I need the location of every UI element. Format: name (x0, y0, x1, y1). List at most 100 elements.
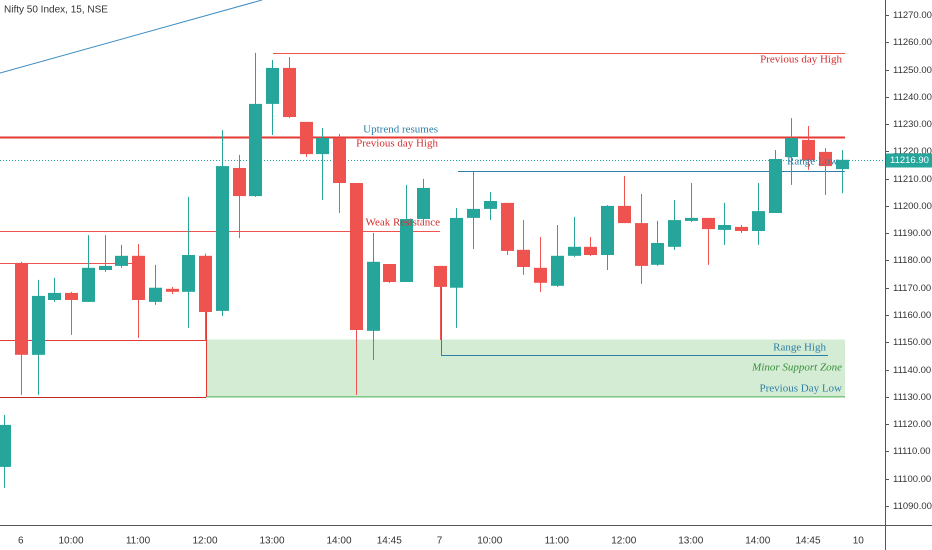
annotation: Range High (773, 342, 826, 354)
candle-body (383, 264, 396, 282)
candle-body (65, 292, 78, 300)
candle-body (0, 424, 11, 467)
annotation: Weak Resistance (365, 217, 440, 229)
candle-body (584, 246, 597, 255)
y-tick-label: 11170.00 (893, 283, 931, 294)
x-tick-label: 12:00 (611, 536, 636, 547)
x-tick-label: 14:00 (745, 536, 770, 547)
y-tick-label: 11220.00 (893, 146, 932, 157)
x-tick-label: 6 (18, 536, 24, 547)
candle-body (132, 255, 145, 300)
y-tick-label: 11200.00 (893, 201, 932, 212)
candle-body (316, 138, 329, 155)
candle-body (99, 265, 112, 270)
candle-body (685, 217, 698, 221)
candles (0, 52, 849, 488)
chart-title: Nifty 50 Index, 15, NSE (4, 5, 108, 16)
candle-body (517, 249, 530, 267)
y-tick-label: 11250.00 (893, 65, 932, 76)
x-tick-label: 7 (437, 536, 443, 547)
annotation: Previous day High (760, 54, 842, 66)
y-tick-label: 11230.00 (893, 119, 932, 130)
y-tick-label: 11260.00 (893, 37, 932, 48)
y-tick-label: 11120.00 (893, 419, 931, 430)
candle-body (82, 267, 95, 302)
y-tick-label: 11140.00 (893, 365, 931, 376)
candle-body (484, 201, 497, 209)
candle-body (718, 225, 731, 230)
candle-body (568, 246, 581, 256)
y-tick-label: 11160.00 (893, 310, 931, 321)
candle-body (702, 217, 715, 230)
y-tick-label: 11190.00 (893, 228, 931, 239)
price-axis-panel (885, 0, 932, 550)
candle-body (400, 219, 413, 282)
x-tick-label: 12:00 (192, 536, 217, 547)
x-tick-label: 11:00 (126, 536, 151, 547)
candle-body (785, 138, 798, 158)
support-zone (206, 339, 845, 397)
candle-body (651, 243, 664, 265)
drawings (0, 53, 885, 398)
candle-body (752, 211, 765, 231)
labels: Previous day High Uptrend resumes Previous… (356, 54, 843, 395)
x-tick-label: 13:00 (259, 536, 284, 547)
annotation: Previous day High (356, 138, 438, 150)
candle-body (249, 103, 262, 197)
candle-body (333, 138, 346, 183)
candle-body (635, 223, 648, 266)
y-tick-label: 11270.00 (893, 10, 932, 21)
candle-body (48, 292, 61, 300)
y-tick-label: 11090.00 (893, 501, 932, 512)
candle-body (601, 205, 614, 255)
y-tick-label: 11110.00 (893, 446, 931, 457)
candle-body (300, 121, 313, 155)
x-tick-label: 14:00 (326, 536, 351, 547)
candle-body (618, 205, 631, 224)
annotation: Uptrend resumes (363, 124, 438, 136)
y-tick-label: 11210.00 (893, 174, 932, 185)
candle-body (551, 255, 564, 286)
axes: 6 10:00 11:00 12:00 13:00 14:00 14:45 7 10:00 11:… (18, 10, 932, 547)
annotation: Previous Day Low (760, 383, 843, 395)
candle-body (115, 255, 128, 266)
candle-body (467, 208, 480, 218)
x-tick-label: 13:00 (678, 536, 703, 547)
x-tick-label: 11:00 (545, 536, 570, 547)
x-tick-label: 14:45 (795, 536, 820, 547)
candle-body (182, 255, 195, 292)
y-tick-label: 11130.00 (893, 392, 931, 403)
x-tick-label: 14:45 (377, 536, 402, 547)
candle-body (15, 262, 28, 355)
candle-body (199, 255, 212, 312)
candle-body (266, 67, 279, 104)
candle-body (233, 168, 246, 197)
candle-body (534, 267, 547, 283)
candle-body (769, 159, 782, 213)
last-price-box (886, 153, 932, 168)
candle-body (668, 220, 681, 247)
annotation: Minor Support Zone (751, 362, 842, 374)
candle-body (819, 151, 832, 167)
annotation: Range Low (787, 156, 838, 168)
y-tick-label: 11240.00 (893, 92, 932, 103)
candle-body (149, 287, 162, 302)
candle-body (501, 202, 514, 251)
last-price-label: 11216.90 (890, 155, 929, 166)
candle-body (283, 67, 296, 117)
candle-body (417, 187, 430, 219)
x-tick-label: 10:00 (58, 536, 83, 547)
x-tick-label: 10:00 (477, 536, 502, 547)
candle-body (450, 217, 463, 288)
trend-line (0, 0, 263, 74)
x-tick-label: 10 (853, 536, 865, 547)
candle-body (32, 295, 45, 355)
candle-body (735, 226, 748, 231)
candle-body (350, 183, 363, 330)
candle-body (836, 159, 849, 170)
y-tick-label: 11150.00 (893, 337, 931, 348)
candle-body (802, 139, 815, 161)
candle-body (166, 288, 179, 292)
